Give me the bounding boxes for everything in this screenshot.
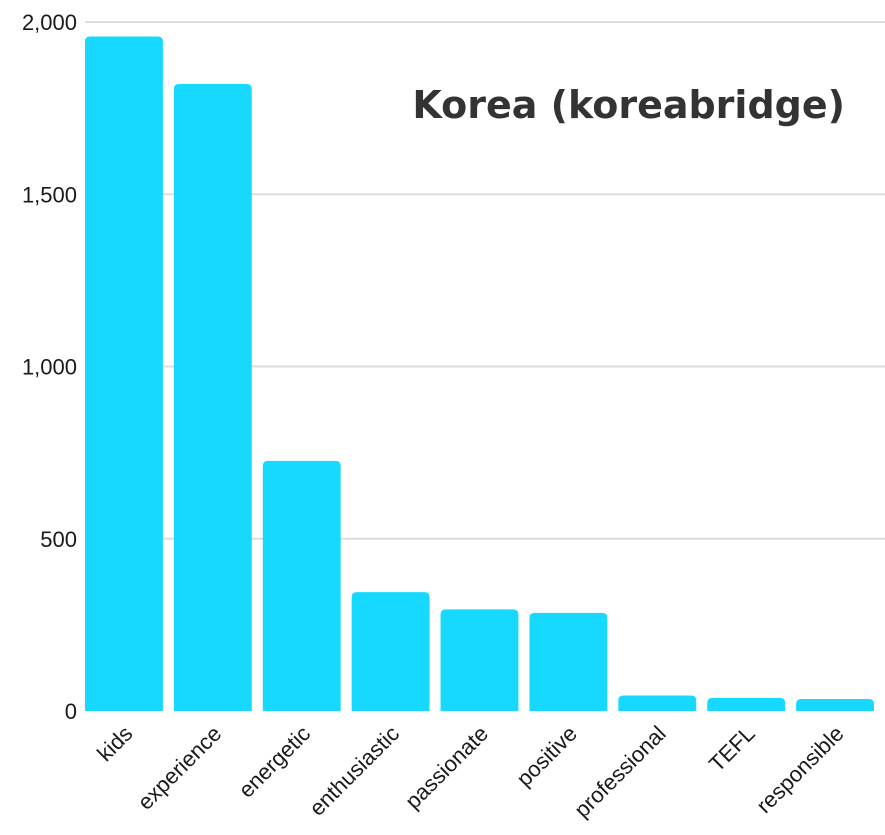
bar-experience [174, 84, 252, 711]
x-tick-label: professional [569, 721, 671, 823]
bar-tefl [707, 698, 785, 711]
y-tick-label: 1,000 [22, 355, 77, 380]
bar-kids [85, 36, 163, 711]
bar-enthusiastic [352, 592, 430, 711]
bars [85, 36, 874, 711]
x-tick-label: energetic [234, 721, 316, 803]
y-tick-label: 500 [40, 527, 77, 552]
x-tick-label: kids [92, 721, 137, 766]
y-axis-ticks: 0 500 1,000 1,500 2,000 [22, 10, 77, 724]
x-tick-label: positive [512, 721, 582, 791]
y-tick-label: 1,500 [22, 182, 77, 207]
x-tick-label: passionate [400, 721, 493, 814]
bar-responsible [796, 699, 874, 711]
bar-energetic [263, 461, 341, 711]
y-tick-label: 0 [65, 699, 77, 724]
bar-professional [618, 695, 696, 711]
x-tick-label: TEFL [704, 721, 760, 777]
x-tick-label: experience [133, 721, 227, 815]
chart-title: Korea (koreabridge) [412, 83, 845, 127]
x-tick-label: enthusiastic [304, 721, 404, 821]
bar-positive [529, 613, 607, 711]
bar-passionate [441, 609, 519, 711]
x-tick-label: responsible [751, 721, 848, 818]
y-tick-label: 2,000 [22, 10, 77, 35]
